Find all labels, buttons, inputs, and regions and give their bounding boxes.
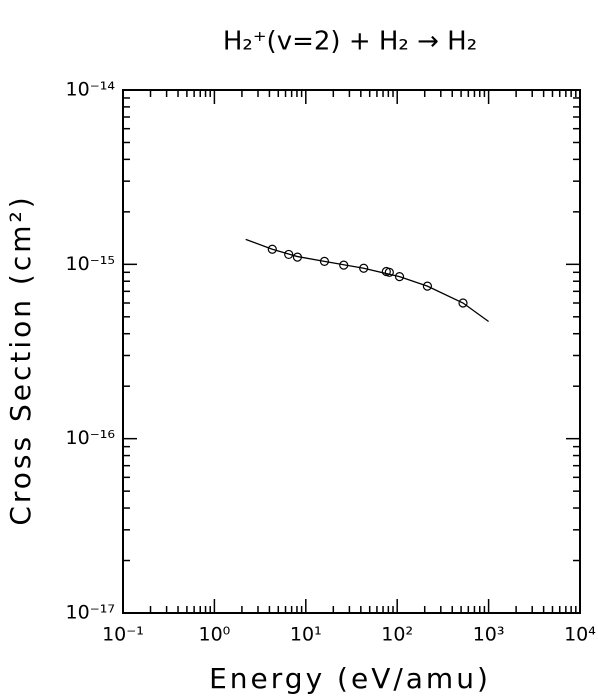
x-tick-label: 10² <box>381 624 413 646</box>
data-point <box>384 267 394 277</box>
y-tick-label: 10⁻¹⁷ <box>66 602 115 624</box>
chart-title: H₂⁺(v=2) + H₂ → H₂ <box>223 27 477 57</box>
data-point <box>284 249 294 260</box>
x-tick-label: 10⁰ <box>199 624 231 646</box>
data-point <box>267 244 277 254</box>
data-point <box>394 272 405 282</box>
data-point <box>319 256 330 266</box>
plot-frame <box>122 89 581 614</box>
y-tick-label: 10⁻¹⁵ <box>66 253 115 275</box>
y-axis-label: Cross Section (cm²) <box>4 194 37 525</box>
x-tick-label: 10⁴ <box>564 624 596 646</box>
data-point <box>458 298 468 308</box>
y-tick-label: 10⁻¹⁶ <box>66 427 115 449</box>
data-point <box>359 263 369 273</box>
data-point <box>422 281 432 291</box>
x-axis-label: Energy (eV/amu) <box>209 662 491 695</box>
data-point <box>339 260 349 270</box>
x-tick-label: 10⁻¹ <box>102 624 144 646</box>
fit-line <box>245 238 489 323</box>
x-tick-label: 10³ <box>473 624 505 646</box>
y-tick-label: 10⁻¹⁴ <box>66 79 116 101</box>
data-point <box>292 252 303 262</box>
x-tick-label: 10¹ <box>290 624 322 646</box>
